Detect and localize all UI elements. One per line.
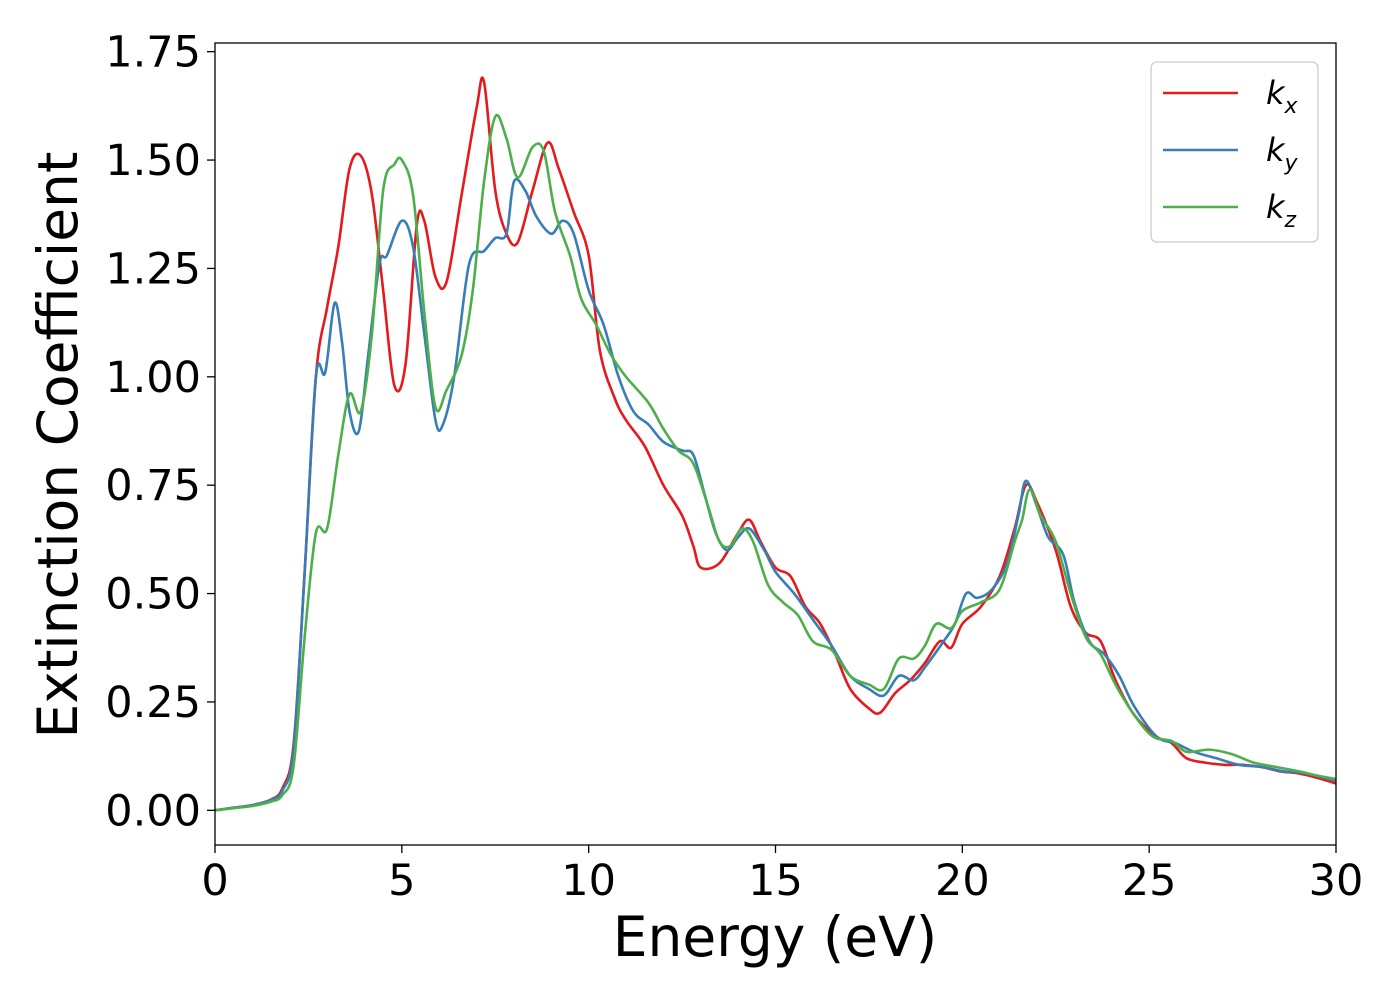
y-axis-label: Extinction Coefficient bbox=[26, 152, 90, 739]
legend-box bbox=[1150, 61, 1319, 243]
series-line-kx bbox=[215, 76, 1336, 812]
x-axis-label: Energy (eV) bbox=[613, 905, 937, 969]
legend-label-kx: kx bbox=[1266, 74, 1299, 119]
y-tick-label: 1.50 bbox=[105, 136, 201, 186]
legend-label-ky: ky bbox=[1266, 131, 1299, 176]
x-tick-label: 10 bbox=[561, 856, 616, 906]
legend: kx ky kz bbox=[1150, 61, 1319, 243]
y-tick-label: 1.75 bbox=[105, 28, 201, 78]
x-tick-label: 5 bbox=[388, 856, 415, 906]
y-tick-label: 0.25 bbox=[105, 678, 201, 728]
y-axis: 0.00 0.25 0.50 0.75 1.00 1.25 1.50 1.75 bbox=[105, 28, 215, 836]
series-line-ky bbox=[215, 177, 1336, 812]
x-tick-label: 30 bbox=[1309, 856, 1364, 906]
series-layer bbox=[215, 76, 1336, 812]
y-tick-label: 1.00 bbox=[105, 353, 201, 403]
x-axis: 0 5 10 15 20 25 30 bbox=[201, 845, 1363, 906]
y-tick-label: 0.75 bbox=[105, 461, 201, 511]
series-line-kz bbox=[215, 113, 1336, 812]
y-tick-label: 0.50 bbox=[105, 570, 201, 620]
x-tick-label: 25 bbox=[1122, 856, 1177, 906]
y-tick-label: 1.25 bbox=[105, 244, 201, 294]
legend-label-kz: kz bbox=[1266, 188, 1297, 233]
y-tick-label: 0.00 bbox=[105, 786, 201, 836]
x-tick-label: 0 bbox=[201, 856, 228, 906]
x-tick-label: 20 bbox=[935, 856, 990, 906]
plot-background bbox=[215, 43, 1336, 845]
x-tick-label: 15 bbox=[748, 856, 803, 906]
